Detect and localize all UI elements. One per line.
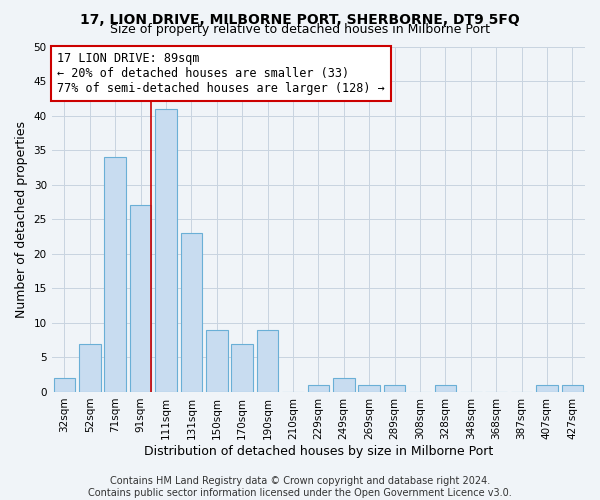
Y-axis label: Number of detached properties: Number of detached properties xyxy=(15,120,28,318)
Bar xyxy=(104,157,126,392)
Text: Size of property relative to detached houses in Milborne Port: Size of property relative to detached ho… xyxy=(110,22,490,36)
Bar xyxy=(308,385,329,392)
Text: 17, LION DRIVE, MILBORNE PORT, SHERBORNE, DT9 5FQ: 17, LION DRIVE, MILBORNE PORT, SHERBORNE… xyxy=(80,12,520,26)
Text: 17 LION DRIVE: 89sqm
← 20% of detached houses are smaller (33)
77% of semi-detac: 17 LION DRIVE: 89sqm ← 20% of detached h… xyxy=(57,52,385,94)
X-axis label: Distribution of detached houses by size in Milborne Port: Distribution of detached houses by size … xyxy=(144,444,493,458)
Text: Contains HM Land Registry data © Crown copyright and database right 2024.
Contai: Contains HM Land Registry data © Crown c… xyxy=(88,476,512,498)
Bar xyxy=(181,233,202,392)
Bar xyxy=(384,385,406,392)
Bar xyxy=(333,378,355,392)
Bar xyxy=(536,385,557,392)
Bar xyxy=(434,385,456,392)
Bar xyxy=(358,385,380,392)
Bar xyxy=(232,344,253,392)
Bar xyxy=(155,108,177,392)
Bar xyxy=(130,206,151,392)
Bar xyxy=(79,344,101,392)
Bar xyxy=(53,378,75,392)
Bar xyxy=(206,330,227,392)
Bar xyxy=(562,385,583,392)
Bar xyxy=(257,330,278,392)
